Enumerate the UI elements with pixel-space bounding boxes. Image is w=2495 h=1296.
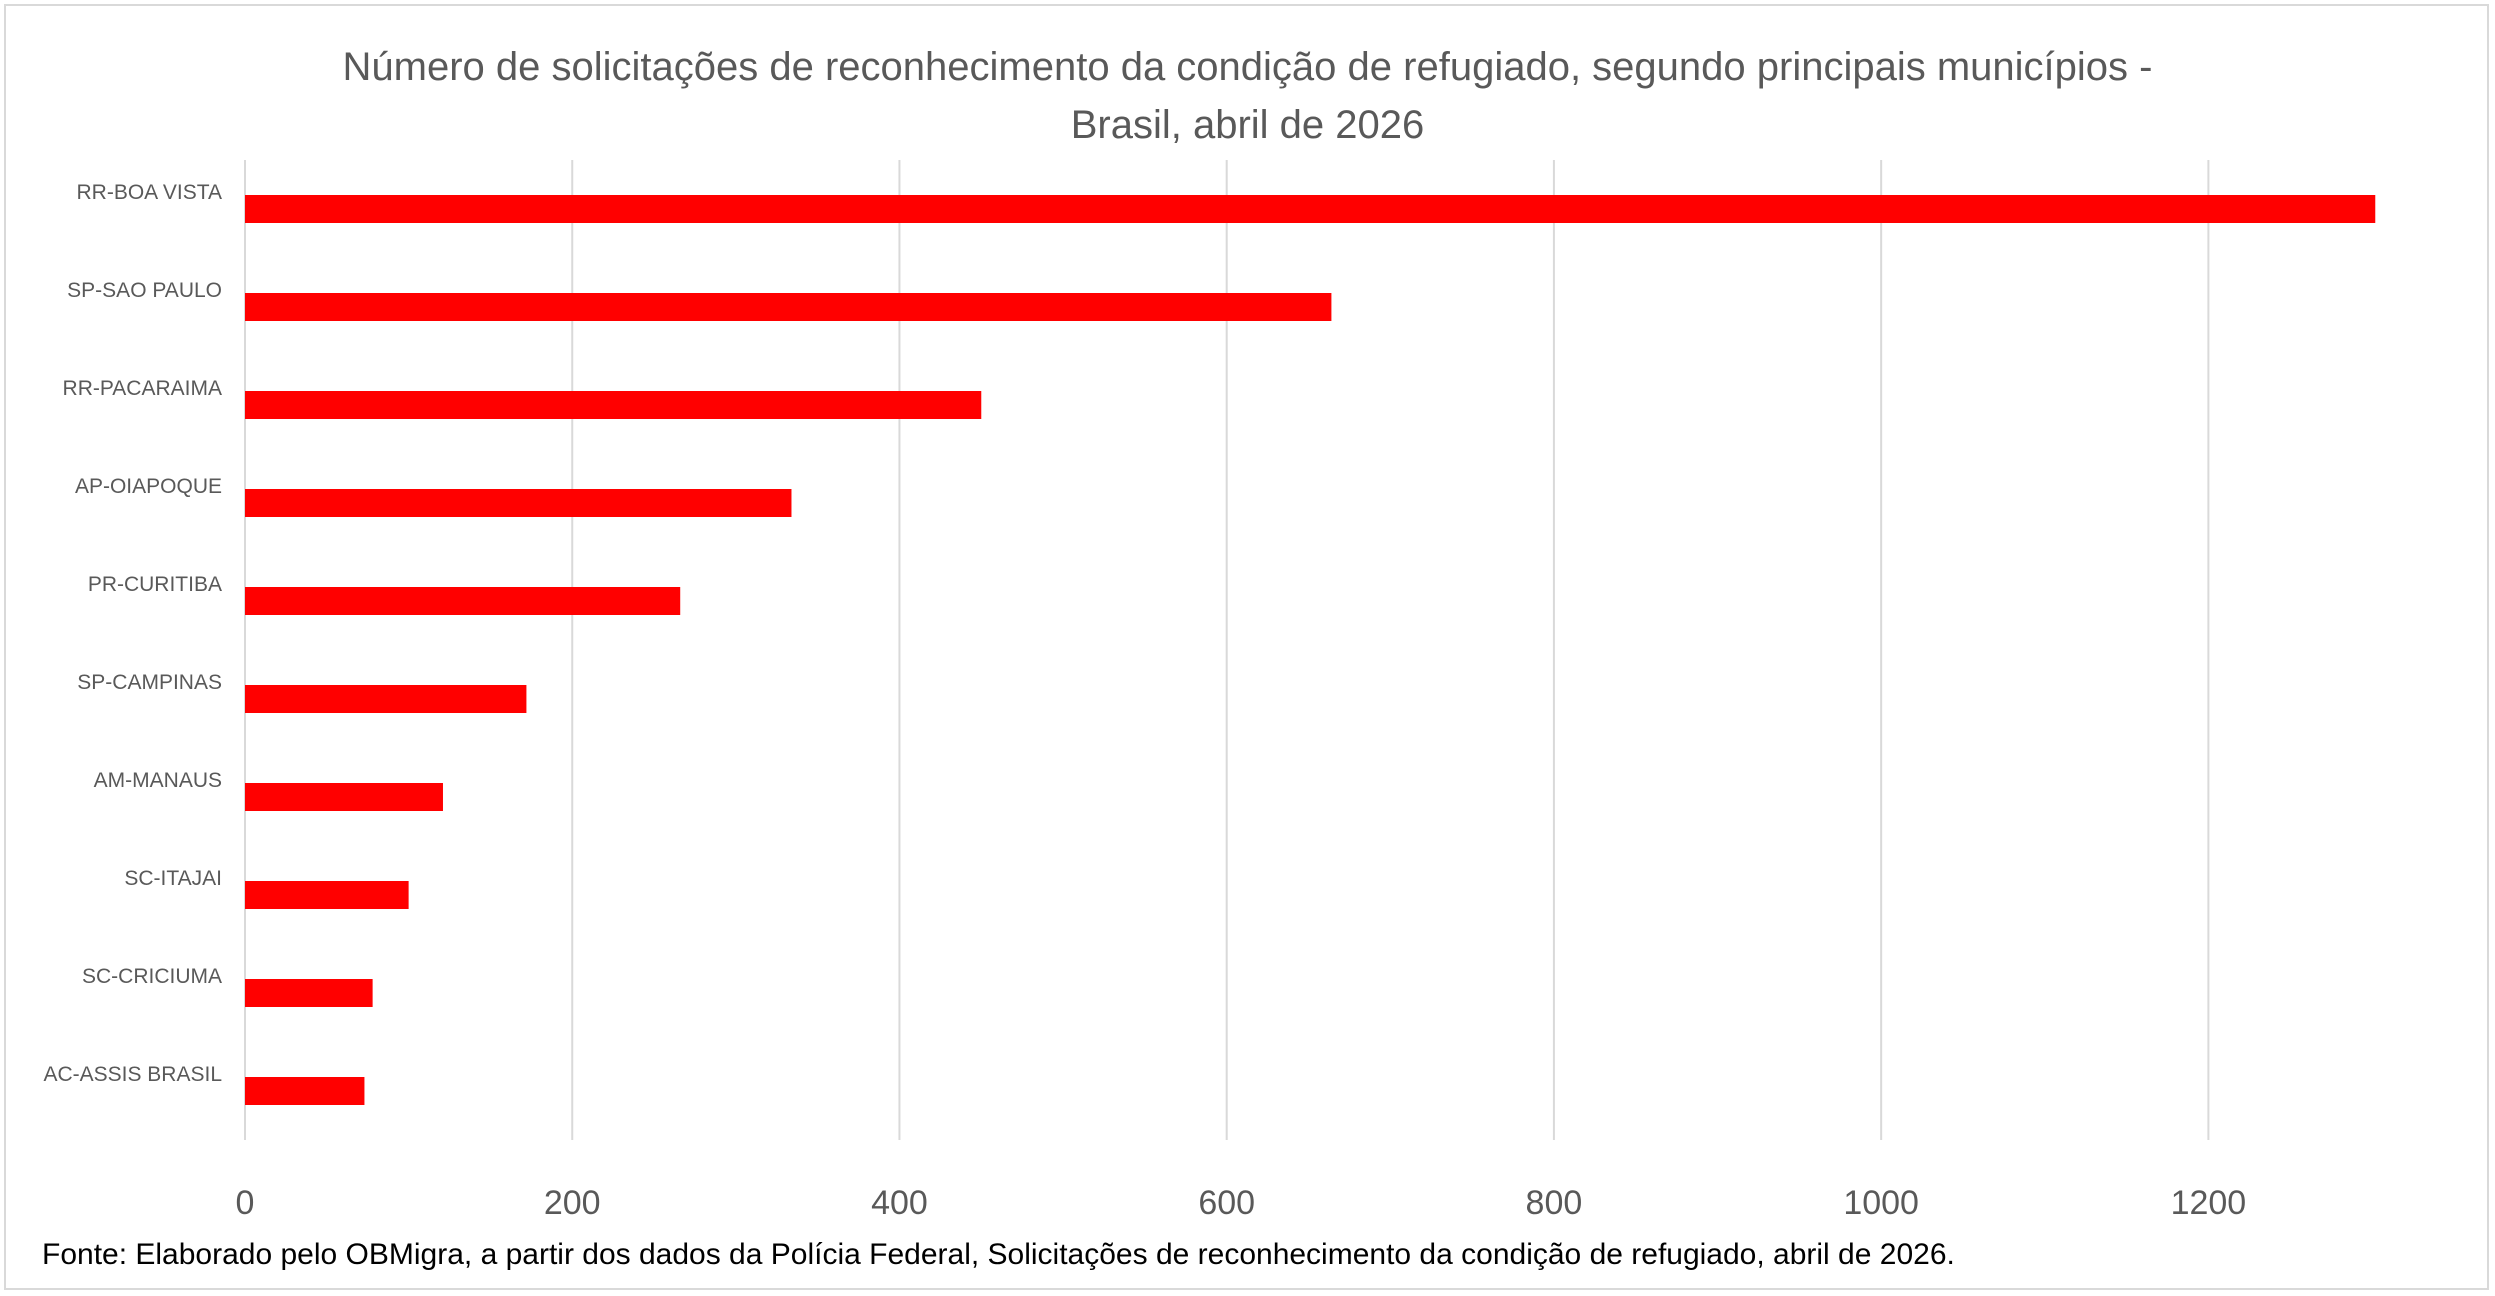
- bar: [245, 293, 1332, 321]
- source-note: Fonte: Elaborado pelo OBMigra, a partir …: [42, 1238, 1955, 1271]
- chart-title-line-2: Brasil, abril de 2026: [1070, 103, 1425, 147]
- x-tick-label: 600: [1198, 1184, 1255, 1222]
- category-label: SP-SAO PAULO: [67, 279, 222, 302]
- bar: [245, 979, 373, 1007]
- chart-title-line-1: Número de solicitações de reconhecimento…: [342, 45, 2153, 89]
- x-tick-label: 1000: [1843, 1184, 1919, 1222]
- x-tick-label: 800: [1526, 1184, 1583, 1222]
- bar: [245, 489, 792, 517]
- bar: [245, 195, 2376, 223]
- category-label: PR-CURITIBA: [88, 573, 222, 596]
- category-labels: RR-BOA VISTA SP-SAO PAULO RR-PACARAIMA AP-O…: [43, 181, 222, 1086]
- category-label: RR-BOA VISTA: [77, 181, 222, 204]
- x-tick-label: 200: [544, 1184, 601, 1222]
- x-tick-label: 400: [871, 1184, 928, 1222]
- category-label: AC-ASSIS BRASIL: [43, 1063, 222, 1086]
- bar: [245, 587, 681, 615]
- x-axis-tick-labels: 0 200 400 600 800 1000 1200: [236, 1184, 2247, 1222]
- bars: [245, 195, 2376, 1105]
- bar: [245, 783, 443, 811]
- category-label: RR-PACARAIMA: [63, 377, 222, 400]
- category-label: SC-ITAJAI: [124, 867, 222, 890]
- category-label: AP-OIAPOQUE: [75, 475, 222, 498]
- bar: [245, 391, 982, 419]
- chart-title: Número de solicitações de reconhecimento…: [0, 38, 2495, 154]
- bar: [245, 1077, 365, 1105]
- category-label: SP-CAMPINAS: [77, 671, 222, 694]
- x-tick-label: 0: [236, 1184, 255, 1222]
- category-label: AM-MANAUS: [94, 769, 222, 792]
- bar: [245, 685, 527, 713]
- x-tick-label: 1200: [2171, 1184, 2247, 1222]
- gridlines: [244, 160, 2210, 1140]
- category-label: SC-CRICIUMA: [82, 965, 222, 988]
- bar: [245, 881, 409, 909]
